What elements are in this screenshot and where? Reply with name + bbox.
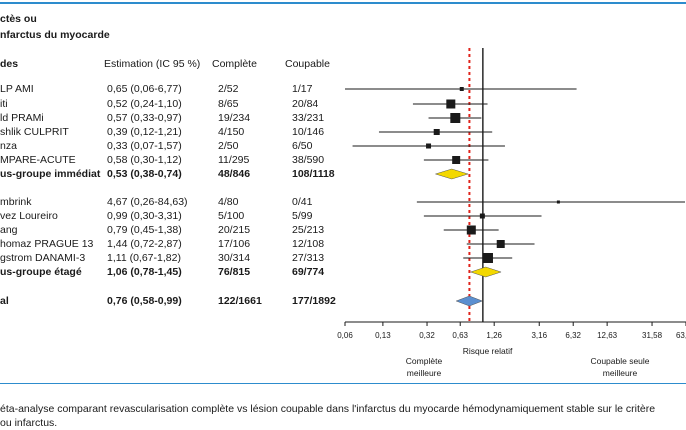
x-tick-label: 6,32 xyxy=(565,331,581,340)
x-tick-label: 12,63 xyxy=(597,331,618,340)
point-estimate xyxy=(556,200,560,204)
culprit-cell: 177/1892 xyxy=(292,295,336,307)
x-tick-label: 3,16 xyxy=(531,331,547,340)
point-estimate xyxy=(496,240,505,248)
culprit-cell: 25/213 xyxy=(292,224,325,236)
estimate-cell: 0,99 (0,30-3,31) xyxy=(107,210,182,222)
complete-cell: 2/50 xyxy=(218,140,239,152)
point-estimate xyxy=(433,129,440,135)
culprit-cell: 108/1118 xyxy=(292,168,335,180)
complete-cell: 8/65 xyxy=(218,98,239,110)
x-axis-title: Risque relatif xyxy=(463,346,513,356)
favours-culprit-label: meilleure xyxy=(603,368,638,378)
complete-cell: 5/100 xyxy=(218,210,245,222)
x-tick-label: 0,63 xyxy=(452,331,468,340)
column-header-complete: Complète xyxy=(212,58,257,70)
estimate-cell: 0,65 (0,06-6,77) xyxy=(107,83,182,95)
estimate-cell: 4,67 (0,26-84,63) xyxy=(107,196,188,208)
column-header-culprit: Coupable xyxy=(285,58,330,70)
study-name: us-groupe immédiat xyxy=(0,168,101,180)
x-tick-label: 0,13 xyxy=(375,331,391,340)
summary-diamond xyxy=(434,168,469,180)
caption-line2: ou infarctus. xyxy=(0,417,58,429)
culprit-cell: 27/313 xyxy=(292,252,325,264)
complete-cell: 17/106 xyxy=(218,238,251,250)
study-name: ang xyxy=(0,224,18,236)
study-name: homaz PRAGUE 13 xyxy=(0,238,94,250)
culprit-cell: 33/231 xyxy=(292,112,325,124)
study-name: nza xyxy=(0,140,17,152)
complete-cell: 20/215 xyxy=(218,224,251,236)
column-header-study: des xyxy=(0,58,19,70)
complete-cell: 4/80 xyxy=(218,196,239,208)
culprit-cell: 20/84 xyxy=(292,98,319,110)
complete-cell: 11/295 xyxy=(218,154,250,166)
estimate-cell: 0,57 (0,33-0,97) xyxy=(107,112,182,124)
complete-cell: 122/1661 xyxy=(218,295,262,307)
culprit-cell: 38/590 xyxy=(292,154,325,166)
complete-cell: 30/314 xyxy=(218,252,251,264)
estimate-cell: 1,44 (0,72-2,87) xyxy=(107,238,182,250)
complete-cell: 48/846 xyxy=(218,168,251,180)
x-tick-label: 63,15 xyxy=(676,331,686,340)
estimate-cell: 1,06 (0,78-1,45) xyxy=(107,266,182,278)
study-name: vez Loureiro xyxy=(0,210,58,222)
estimate-cell: 0,53 (0,38-0,74) xyxy=(107,168,182,180)
study-name: mbrink xyxy=(0,196,32,208)
column-header-estimate: Estimation (IC 95 %) xyxy=(104,58,201,70)
caption-rule xyxy=(0,383,686,384)
point-estimate xyxy=(482,253,493,263)
favours-culprit-label: Coupable seule xyxy=(590,356,649,366)
forest-plot: 0,06 0,13 0,32 0,63 1,26 3,16 6,32 12,63 31,58 63… xyxy=(337,48,686,378)
estimate-cell: 0,58 (0,30-1,12) xyxy=(107,154,182,166)
x-tick-label: 1,26 xyxy=(486,331,502,340)
culprit-cell: 0/41 xyxy=(292,196,313,208)
x-tick-label: 0,32 xyxy=(419,331,435,340)
figure-title-line2: nfarctus du myocarde xyxy=(0,29,110,41)
estimate-cell: 1,11 (0,67-1,82) xyxy=(107,252,181,264)
complete-cell: 19/234 xyxy=(218,112,251,124)
point-estimate xyxy=(446,99,456,109)
study-name: ld PRAMi xyxy=(0,112,44,124)
culprit-cell: 1/17 xyxy=(292,83,313,95)
study-name: MPARE-ACUTE xyxy=(0,154,76,166)
point-estimate xyxy=(479,213,485,219)
estimate-cell: 0,39 (0,12-1,21) xyxy=(107,126,182,138)
study-name: al xyxy=(0,295,9,307)
point-estimate xyxy=(459,87,464,91)
culprit-cell: 5/99 xyxy=(292,210,313,222)
complete-cell: 76/815 xyxy=(218,266,251,278)
study-name: iti xyxy=(0,98,8,110)
favours-complete-label: meilleure xyxy=(407,368,442,378)
caption-line1: éta-analyse comparant revascularisation … xyxy=(0,403,656,415)
culprit-cell: 69/774 xyxy=(292,266,325,278)
estimate-cell: 0,79 (0,45-1,38) xyxy=(107,224,182,236)
point-estimate xyxy=(426,143,432,149)
figure-title-line1: ctès ou xyxy=(0,13,37,25)
estimate-cell: 0,33 (0,07-1,57) xyxy=(107,140,182,152)
study-name: LP AMI xyxy=(0,83,34,95)
study-name: gstrom DANAMI-3 xyxy=(0,252,86,264)
summary-diamond xyxy=(455,295,484,307)
x-tick-label: 0,06 xyxy=(337,331,353,340)
study-name: shlik CULPRIT xyxy=(0,126,69,138)
complete-cell: 2/52 xyxy=(218,83,239,95)
point-estimate xyxy=(466,225,476,235)
estimate-cell: 0,76 (0,58-0,99) xyxy=(107,295,182,307)
complete-cell: 4/150 xyxy=(218,126,245,138)
point-estimate xyxy=(452,156,461,164)
favours-complete-label: Complète xyxy=(406,356,443,366)
point-estimate xyxy=(450,113,461,123)
study-name: us-groupe étagé xyxy=(0,266,82,278)
x-tick-label: 31,58 xyxy=(642,331,663,340)
culprit-cell: 12/108 xyxy=(292,238,325,250)
summary-diamond xyxy=(469,266,502,278)
culprit-cell: 6/50 xyxy=(292,140,313,152)
estimate-cell: 0,52 (0,24-1,10) xyxy=(107,98,182,110)
top-rule xyxy=(0,2,686,4)
culprit-cell: 10/146 xyxy=(292,126,325,138)
